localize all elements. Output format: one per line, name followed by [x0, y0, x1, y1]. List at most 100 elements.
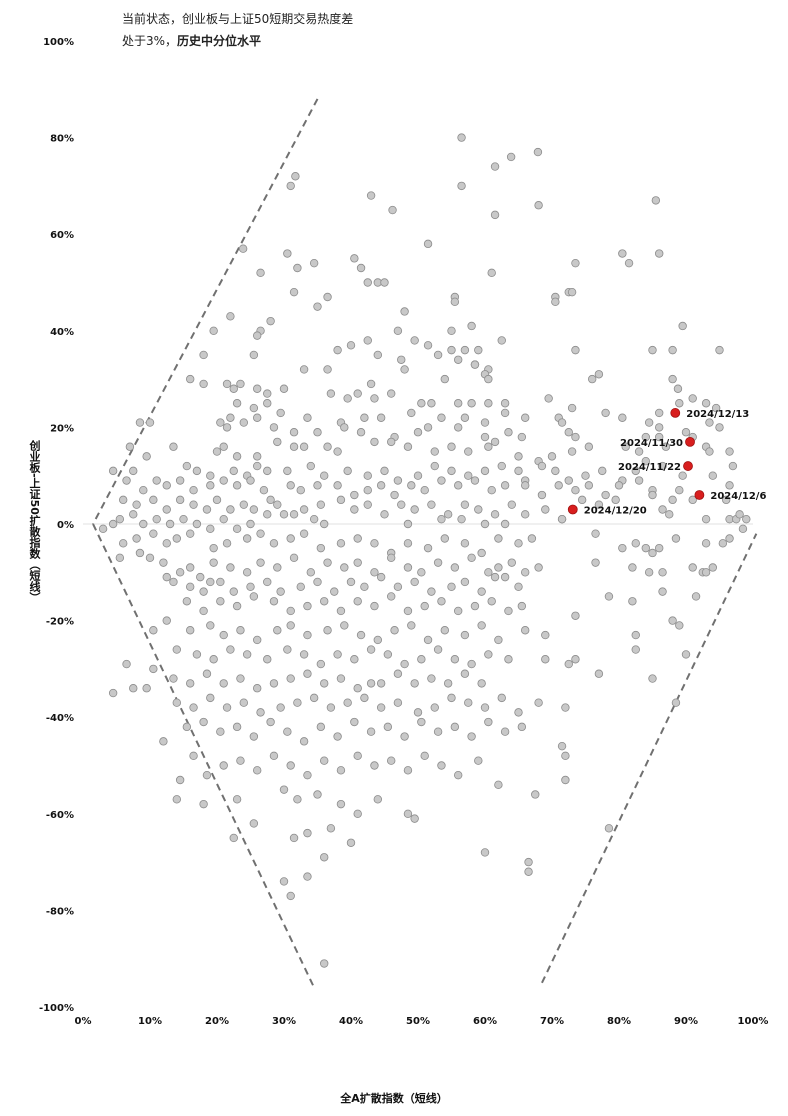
scatter-point [474, 345, 483, 355]
scatter-point [417, 399, 426, 408]
scatter-point [291, 172, 300, 181]
scatter-point [376, 679, 386, 688]
scatter-point [313, 790, 322, 799]
scatter-point [413, 471, 423, 480]
scatter-point [236, 674, 245, 683]
scatter-point [651, 196, 661, 205]
scatter-point [467, 399, 476, 408]
scatter-point [316, 722, 326, 732]
scatter-point [286, 481, 295, 490]
scatter-point [648, 490, 657, 500]
scatter-point [346, 577, 356, 587]
scatter-point [238, 244, 248, 253]
scatter-point [393, 326, 403, 335]
scatter-point [353, 809, 362, 818]
scatter-point [152, 476, 161, 485]
scatter-point [618, 249, 627, 258]
scatter-point [450, 297, 460, 307]
scatter-point [309, 514, 319, 524]
scatter-point [108, 466, 118, 476]
scatter-point [675, 621, 684, 630]
scatter-point [172, 698, 181, 707]
scatter-point [356, 263, 366, 273]
scatter-point [343, 394, 352, 403]
scatter-point [708, 471, 717, 480]
scatter-point [249, 732, 259, 741]
scatter-point [671, 698, 681, 707]
scatter-point [320, 471, 329, 480]
scatter-point [500, 408, 510, 418]
scatter-point [175, 568, 185, 577]
scatter-point [430, 703, 439, 712]
scatter-point [443, 679, 453, 688]
scatter-point [323, 292, 332, 302]
scatter-point [474, 756, 483, 765]
scatter-point [172, 534, 181, 543]
scatter-point [742, 514, 751, 524]
scatter-point [500, 572, 510, 582]
scatter-point [506, 152, 516, 162]
scatter-point [470, 601, 480, 611]
scatter-point [470, 476, 480, 485]
scatter-point [437, 476, 446, 485]
scatter-point [263, 389, 272, 398]
scatter-point [313, 577, 322, 587]
scatter-point [279, 384, 289, 393]
scatter-point [313, 481, 322, 490]
scatter-point [484, 650, 493, 659]
scatter-point [320, 597, 329, 606]
scatter-point [561, 775, 570, 785]
highlight-point [685, 436, 695, 447]
scatter-point [500, 519, 510, 529]
scatter-point [209, 543, 218, 553]
scatter-point [598, 466, 607, 476]
scatter-point [226, 413, 235, 422]
scatter-point [336, 495, 346, 505]
scatter-point [457, 514, 466, 524]
scatter-point [571, 655, 580, 664]
scatter-point [711, 403, 721, 413]
scatter-point [430, 461, 439, 471]
scatter-point [169, 674, 178, 683]
scatter-point [253, 684, 262, 693]
scatter-point [266, 495, 275, 505]
scatter-point [567, 287, 577, 297]
scatter-point [497, 336, 506, 345]
scatter-point [189, 751, 198, 761]
annotation-line-1: 当前状态，创业板与上证50短期交易热度差 [122, 12, 354, 26]
scatter-point [175, 495, 185, 505]
scatter-point [484, 399, 493, 408]
scatter-point [370, 568, 379, 577]
scatter-point [283, 466, 292, 476]
scatter-point [98, 524, 108, 534]
scatter-point [460, 413, 470, 422]
highlight-group: 2024/12/13 2024/11/30 2024/11/22 2024/12/6 2… [567, 408, 766, 517]
boundary-line-3 [541, 533, 758, 984]
scatter-point [644, 568, 654, 577]
scatter-point [276, 587, 285, 596]
scatter-point [477, 548, 486, 558]
scatter-point [728, 461, 738, 471]
x-tick-label: 10% [138, 1016, 162, 1027]
scatter-point [507, 500, 516, 509]
scatter-point [216, 418, 225, 427]
scatter-point [313, 302, 322, 311]
scatter-point [701, 399, 711, 408]
scatter-point [139, 519, 148, 529]
scatter-point [353, 751, 362, 761]
scatter-point [447, 582, 456, 591]
scatter-point [388, 205, 397, 215]
scatter-point [725, 534, 734, 543]
scatter-point [159, 558, 168, 567]
scatter-point [531, 790, 540, 799]
y-tick-label: -40% [46, 713, 74, 724]
scatter-point [118, 539, 128, 548]
scatter-point [564, 659, 573, 669]
scatter-point [219, 679, 228, 688]
scatter-point [376, 572, 386, 582]
scatter-point [504, 655, 513, 664]
scatter-point [350, 655, 359, 664]
scatter-point [356, 428, 366, 437]
scatter-point [557, 514, 567, 524]
scatter-point [668, 374, 677, 384]
